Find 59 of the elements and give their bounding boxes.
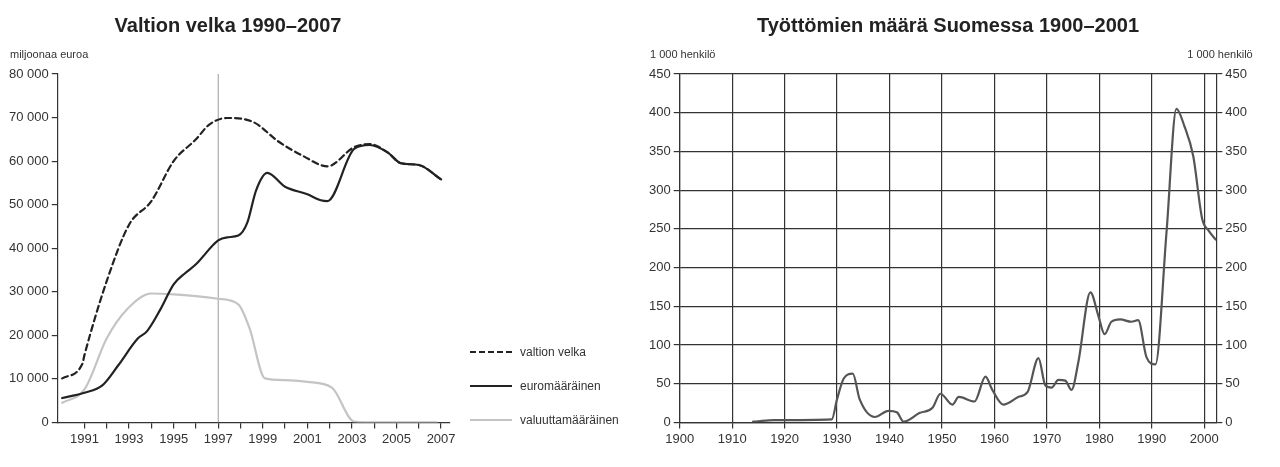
y2-tick-label: 100 xyxy=(1225,336,1248,352)
x-tick-label: 1930 xyxy=(822,430,852,446)
y-axis-title: 1 000 henkilö xyxy=(650,47,716,60)
y-tick-label: 0 xyxy=(663,413,671,429)
legend-label: valuuttamääräinen xyxy=(520,413,619,427)
y-tick-label: 70 000 xyxy=(9,109,49,125)
y-tick-label: 80 000 xyxy=(9,65,49,81)
line-series xyxy=(752,107,1217,423)
x-tick-label: 1970 xyxy=(1032,430,1062,446)
y-tick-label: 400 xyxy=(648,104,671,120)
y2-tick-label: 250 xyxy=(1225,220,1248,236)
y2-tick-label: 150 xyxy=(1225,297,1248,313)
legend-label: euromääräinen xyxy=(520,379,601,393)
chart-title: Työttömien määrä Suomessa 1900–2001 xyxy=(756,13,1140,36)
x-tick-label: 1999 xyxy=(248,430,278,446)
y-tick-label: 200 xyxy=(648,259,671,275)
y-tick-label: 150 xyxy=(648,297,671,313)
x-tick-label: 2005 xyxy=(382,430,411,446)
x-tick-label: 1960 xyxy=(979,430,1009,446)
y-tick-label: 10 000 xyxy=(9,370,49,386)
y-tick-label: 450 xyxy=(648,65,671,81)
y-tick-label: 350 xyxy=(648,143,671,158)
legend-label: valtion velka xyxy=(520,345,587,359)
x-tick-label: 2007 xyxy=(426,430,456,446)
y-tick-label: 60 000 xyxy=(9,152,49,168)
y2-tick-label: 0 xyxy=(1225,413,1233,429)
y2-tick-label: 300 xyxy=(1225,181,1248,197)
y-tick-label: 50 000 xyxy=(9,196,49,212)
chart-title: Valtion velka 1990–2007 xyxy=(114,13,342,36)
x-tick-label: 1920 xyxy=(770,430,800,446)
line-series xyxy=(61,292,438,423)
x-tick-label: 1990 xyxy=(1137,430,1167,446)
y-tick-label: 30 000 xyxy=(9,283,49,299)
y-tick-label: 250 xyxy=(648,220,671,236)
y-axis-title: miljoonaa euroa xyxy=(10,47,90,60)
x-tick-label: 1910 xyxy=(717,430,747,446)
x-tick-label: 1980 xyxy=(1084,430,1114,446)
y-tick-label: 0 xyxy=(41,413,49,429)
x-tick-label: 1993 xyxy=(114,430,144,446)
x-tick-label: 1991 xyxy=(70,430,99,446)
x-tick-label: 2001 xyxy=(292,430,322,446)
y2-tick-label: 450 xyxy=(1225,65,1248,81)
y2-tick-label: 350 xyxy=(1225,143,1248,158)
x-tick-label: 1995 xyxy=(159,430,189,446)
y-tick-label: 300 xyxy=(648,181,671,197)
y2-tick-label: 400 xyxy=(1225,104,1248,120)
x-tick-label: 2000 xyxy=(1189,430,1219,446)
y-tick-label: 20 000 xyxy=(9,326,49,342)
y-tick-label: 100 xyxy=(648,336,671,352)
x-tick-label: 1900 xyxy=(665,430,695,446)
x-tick-label: 1997 xyxy=(203,430,233,446)
x-tick-label: 1940 xyxy=(875,430,904,446)
y-tick-label: 40 000 xyxy=(9,239,49,255)
y-tick-label: 50 xyxy=(656,375,671,391)
x-tick-label: 2003 xyxy=(337,430,367,446)
y2-tick-label: 200 xyxy=(1225,259,1248,275)
x-tick-label: 1950 xyxy=(927,430,957,446)
y2-tick-label: 50 xyxy=(1225,375,1240,391)
y2-axis-title: 1 000 henkilö xyxy=(1187,47,1253,60)
